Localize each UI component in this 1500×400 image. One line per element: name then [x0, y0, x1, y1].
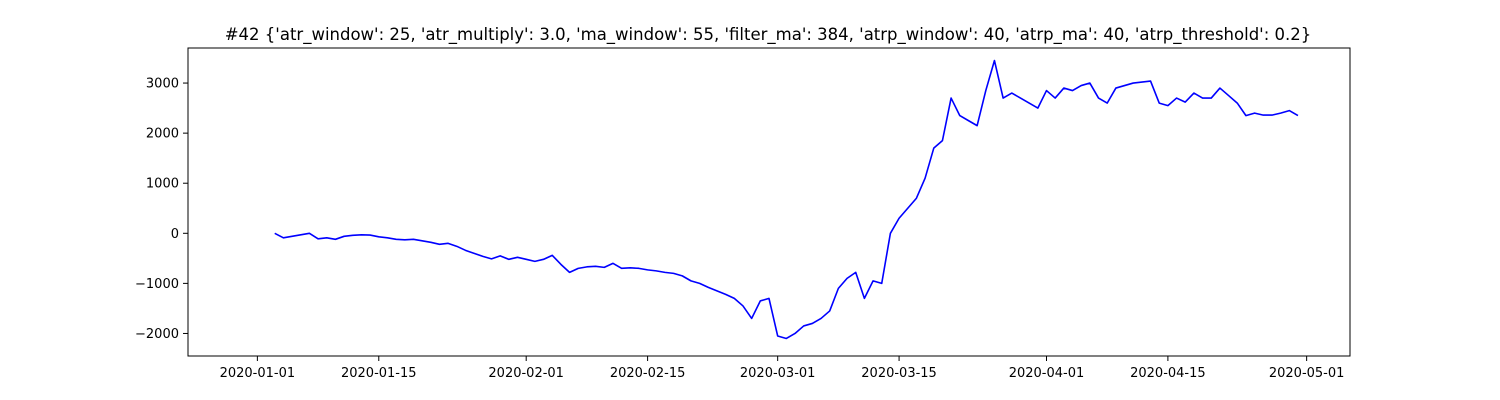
x-tick-label: 2020-04-01: [1009, 366, 1085, 381]
x-axis: 2020-01-01 2020-01-15 2020-02-01 2020-02-15…: [220, 356, 1345, 381]
y-axis: −2000 −1000 0 1000 2000 3000: [135, 77, 188, 342]
x-tick-label: 2020-01-15: [341, 366, 417, 381]
x-tick-label: 2020-05-01: [1269, 366, 1345, 381]
y-tick-label: 0: [171, 227, 179, 242]
y-tick-label: 3000: [146, 77, 179, 92]
chart-title: #42 {'atr_window': 25, 'atr_multiply': 3…: [225, 25, 1312, 45]
y-tick-label: 2000: [146, 127, 179, 142]
y-tick-label: 1000: [146, 177, 179, 192]
plot-frame: [187, 47, 1351, 357]
y-tick-label: −1000: [135, 277, 179, 292]
plot-area: [274, 59, 1299, 340]
series-line: [274, 59, 1299, 340]
x-tick-label: 2020-02-15: [610, 366, 686, 381]
x-tick-label: 2020-04-15: [1130, 366, 1206, 381]
y-tick-label: −2000: [135, 327, 179, 342]
x-tick-label: 2020-02-01: [488, 366, 564, 381]
x-tick-label: 2020-03-01: [740, 366, 816, 381]
x-tick-label: 2020-01-01: [220, 366, 296, 381]
x-tick-label: 2020-03-15: [861, 366, 937, 381]
